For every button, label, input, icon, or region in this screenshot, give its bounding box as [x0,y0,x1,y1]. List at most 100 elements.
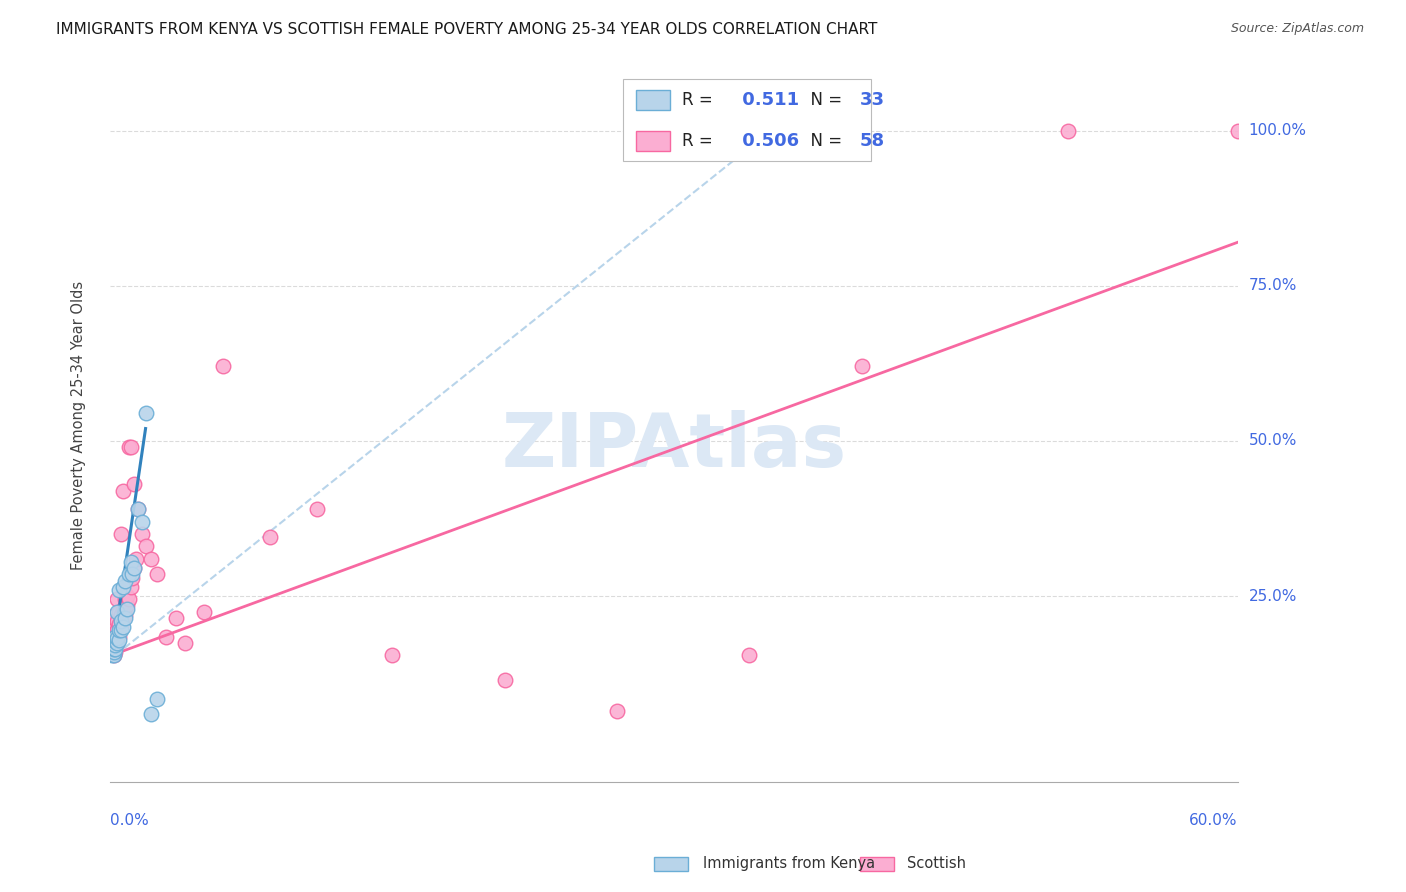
Text: 60.0%: 60.0% [1189,813,1237,828]
Point [305,502,328,516]
Point [108,630,131,644]
Text: 50.0%: 50.0% [1249,434,1296,449]
Point [103,648,125,662]
Point [117,567,139,582]
Point [141,552,163,566]
Text: 25.0%: 25.0% [1249,589,1296,604]
Text: 100.0%: 100.0% [1249,123,1306,138]
Point [127,502,149,516]
Point [117,592,139,607]
Point [117,440,139,454]
Point [108,632,131,647]
Point [110,614,132,628]
Point [135,406,157,420]
Point [125,552,148,566]
Point [111,580,134,594]
Point [115,589,138,603]
Text: 33: 33 [859,91,884,109]
Point [105,636,128,650]
Point [131,515,153,529]
Point [121,570,143,584]
Text: 0.0%: 0.0% [110,813,149,828]
Text: R =: R = [682,132,717,150]
Point [124,561,146,575]
Point [110,527,132,541]
Point [103,624,125,638]
Text: ZIPAtlas: ZIPAtlas [501,410,846,483]
Point [100,641,122,656]
Point [103,636,125,650]
Point [115,599,138,613]
Point [100,630,122,644]
Point [738,648,761,662]
Point [135,540,157,554]
Point [111,483,134,498]
Point [211,359,233,374]
Point [120,580,142,594]
Point [103,648,125,662]
Point [100,626,122,640]
Point [103,641,125,656]
FancyBboxPatch shape [637,90,671,110]
Point [1226,123,1249,137]
Point [108,624,131,638]
Text: R =: R = [682,91,717,109]
Point [103,641,125,656]
Point [174,636,197,650]
Point [120,440,142,454]
Point [103,645,125,659]
Point [120,555,142,569]
Point [110,607,132,622]
Point [259,530,281,544]
Text: Scottish: Scottish [907,856,966,871]
Point [114,607,136,622]
Point [104,641,127,656]
Point [105,592,128,607]
Point [146,691,169,706]
Point [100,636,122,650]
Point [114,592,136,607]
Point [851,359,873,374]
Point [104,633,127,648]
Point [124,561,146,575]
FancyBboxPatch shape [637,131,671,151]
Point [494,673,516,687]
Point [111,601,134,615]
Point [104,607,127,622]
Point [127,502,149,516]
Point [104,630,127,644]
Point [141,707,163,722]
Point [1057,123,1080,137]
Point [105,605,128,619]
Point [100,639,122,653]
Point [606,704,628,718]
Point [105,624,128,638]
Text: 75.0%: 75.0% [1249,278,1296,293]
Text: Source: ZipAtlas.com: Source: ZipAtlas.com [1230,22,1364,36]
Text: 58: 58 [859,132,884,150]
Text: N =: N = [800,91,848,109]
Point [105,636,128,650]
Point [108,582,131,597]
Point [100,648,122,662]
Text: N =: N = [800,132,848,150]
Point [108,617,131,632]
Point [111,620,134,634]
Point [110,624,132,638]
Point [115,601,138,615]
Point [103,636,125,650]
Text: Immigrants from Kenya: Immigrants from Kenya [703,856,875,871]
Point [146,567,169,582]
FancyBboxPatch shape [623,79,872,161]
Point [104,638,127,652]
Y-axis label: Female Poverty Among 25-34 Year Olds: Female Poverty Among 25-34 Year Olds [72,281,86,570]
Point [100,636,122,650]
Point [108,605,131,619]
Point [105,614,128,628]
Point [110,620,132,634]
Text: IMMIGRANTS FROM KENYA VS SCOTTISH FEMALE POVERTY AMONG 25-34 YEAR OLDS CORRELATI: IMMIGRANTS FROM KENYA VS SCOTTISH FEMALE… [56,22,877,37]
Point [100,639,122,653]
Point [104,645,127,659]
Point [121,567,143,582]
Text: 0.506: 0.506 [735,132,799,150]
